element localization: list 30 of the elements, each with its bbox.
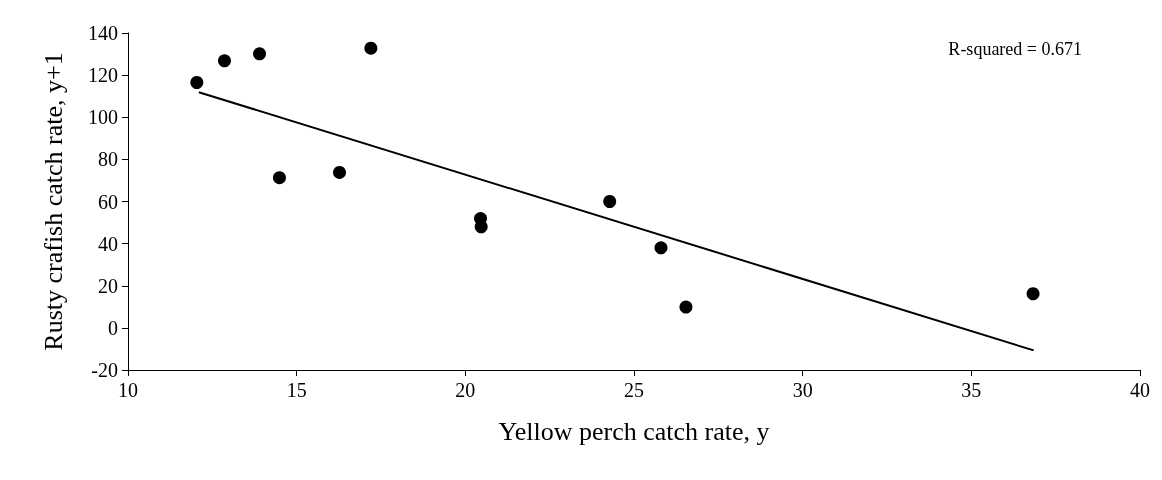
point — [364, 41, 378, 55]
x-tick-label: 20 — [455, 379, 476, 401]
point — [253, 47, 267, 61]
point — [333, 165, 347, 179]
point — [217, 54, 231, 68]
x-tick-label: 10 — [118, 379, 138, 401]
x-tick-label: 25 — [624, 379, 644, 401]
y-tick-label: 0 — [108, 316, 118, 339]
x-tick-label: 30 — [792, 379, 813, 401]
point — [679, 300, 693, 314]
y-tick-label: 80 — [98, 148, 118, 171]
y-tick-label: 140 — [88, 22, 118, 44]
y-tick-label: -20 — [91, 359, 118, 381]
point — [1026, 287, 1040, 301]
x-axis-title: Yellow perch catch rate, y — [498, 416, 770, 446]
y-tick-label: 120 — [88, 64, 118, 87]
point — [272, 171, 286, 185]
x-tick-label: 15 — [286, 379, 307, 401]
y-tick-label: 100 — [88, 106, 118, 129]
y-axis-title: Rusty crafish catch rate, y+1 — [38, 52, 68, 351]
y-tick-label: 60 — [98, 190, 118, 213]
y-tick-label: 40 — [98, 232, 118, 255]
point — [190, 76, 204, 89]
x-tick-label: 40 — [1130, 379, 1150, 401]
x-tick-label: 35 — [961, 379, 982, 401]
point — [654, 241, 668, 255]
annotation: R-squared = 0.671 — [948, 39, 1083, 59]
point — [474, 220, 488, 234]
y-tick-label: 20 — [98, 274, 118, 297]
point — [603, 195, 617, 208]
